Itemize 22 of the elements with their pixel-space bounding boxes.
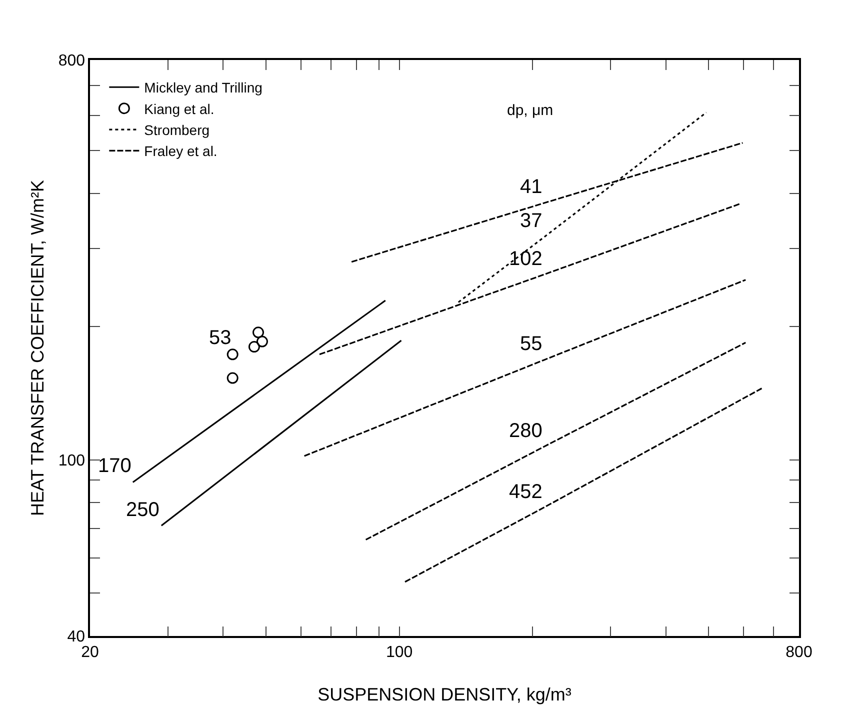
annotation: 53 — [209, 327, 232, 349]
annotation: 102 — [509, 248, 542, 270]
y-tick-label: 800 — [58, 52, 86, 70]
x-axis-title: SUSPENSION DENSITY, kg/m³ — [318, 684, 572, 704]
annotation: 55 — [520, 333, 542, 355]
annotation: 41 — [520, 176, 542, 198]
y-axis-title: HEAT TRANSFER COEFFICIENT, W/m²K — [28, 180, 48, 516]
x-tick-label: 20 — [81, 644, 99, 661]
x-tick-label: 100 — [386, 644, 413, 661]
annotation: 250 — [126, 499, 160, 521]
legend-label: Stromberg — [144, 122, 210, 138]
legend-label: Mickley and Trilling — [144, 80, 262, 96]
x-tick-label: 800 — [786, 644, 812, 661]
annotation: 37 — [520, 210, 542, 232]
y-tick-label: 40 — [67, 628, 86, 646]
legend-title: dp, μm — [507, 102, 554, 119]
annotation: 452 — [509, 481, 542, 503]
legend-label: Kiang et al. — [144, 100, 214, 117]
legend-label: Fraley et al. — [144, 143, 218, 160]
annotation: 280 — [509, 420, 542, 442]
y-tick-label: 100 — [58, 452, 86, 470]
annotation: 170 — [98, 455, 132, 477]
